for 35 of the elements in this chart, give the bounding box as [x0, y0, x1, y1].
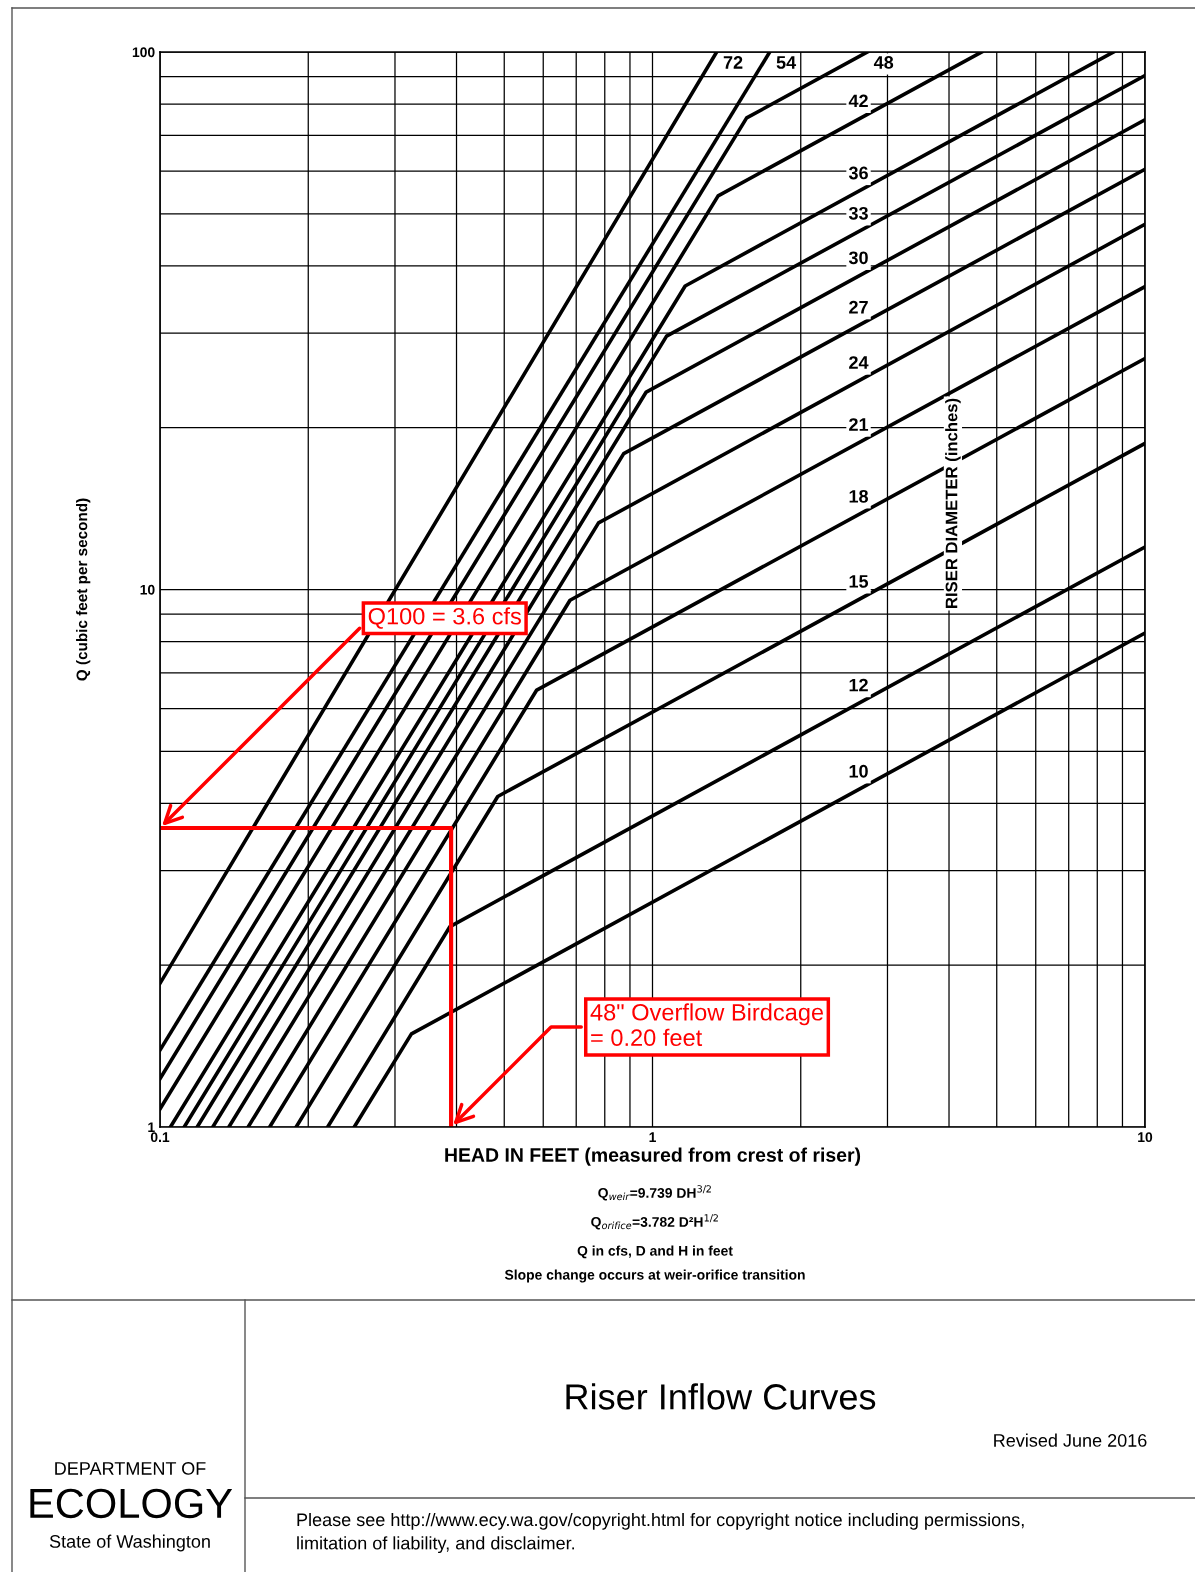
annotation: 48" Overflow Birdcage = 0.20 feet [590, 1003, 824, 1047]
series-label: 12 [849, 678, 868, 692]
series-label: 30 [848, 251, 868, 265]
y-tick-label: 10 [140, 584, 155, 595]
text: State of Washington [49, 1534, 210, 1552]
text: Q$_{orifice}$=3.782 D²H$^{1/2}$ [591, 1214, 718, 1230]
series-label: 42 [848, 94, 868, 108]
x-tick-label: 0.1 [150, 1132, 170, 1143]
series-label: 48 [873, 56, 894, 69]
text: Slope change occurs at weir-orifice transition [504, 1269, 805, 1283]
legend-title: RISER DIAMETER (inches) [945, 398, 961, 608]
series-label: 27 [849, 300, 868, 314]
series-label: 33 [848, 206, 868, 220]
series-label: 21 [849, 418, 869, 431]
series-label: 18 [849, 489, 869, 503]
y-axis-title: Q (cubic feet per second) [76, 498, 91, 681]
x-tick-label: 10 [1138, 1132, 1153, 1143]
text: ECOLOGY [30, 1488, 233, 1519]
y-tick-label: 1 [148, 1122, 155, 1133]
y-tick-label: 100 [132, 47, 155, 58]
series-label: 15 [849, 575, 869, 588]
text: Riser Inflow Curves [566, 1383, 876, 1410]
series-label: 54 [776, 56, 797, 69]
series-label: 36 [848, 166, 868, 180]
series-label: 72 [723, 56, 743, 69]
x-axis-title: HEAD IN FEET (measured from crest of riser) [445, 1147, 861, 1166]
text: Q in cfs, D and H in feet [577, 1245, 733, 1259]
series-label: 24 [849, 356, 869, 369]
text: Q$_{weir}$=9.739 DH$^{3/2}$ [598, 1185, 711, 1201]
series-label: 10 [849, 764, 868, 778]
text: DEPARTMENT OF [55, 1462, 206, 1475]
x-tick-label: 1 [649, 1132, 656, 1142]
text: Please see http://www.ecy.wa.gov/copyright.html for copyright notice including permissions, limitation of liability, and disclaimer. [297, 1512, 1024, 1554]
annotation: Q100 = 3.6 cfs [368, 607, 521, 629]
text: Revised June 2016 [994, 1433, 1147, 1447]
